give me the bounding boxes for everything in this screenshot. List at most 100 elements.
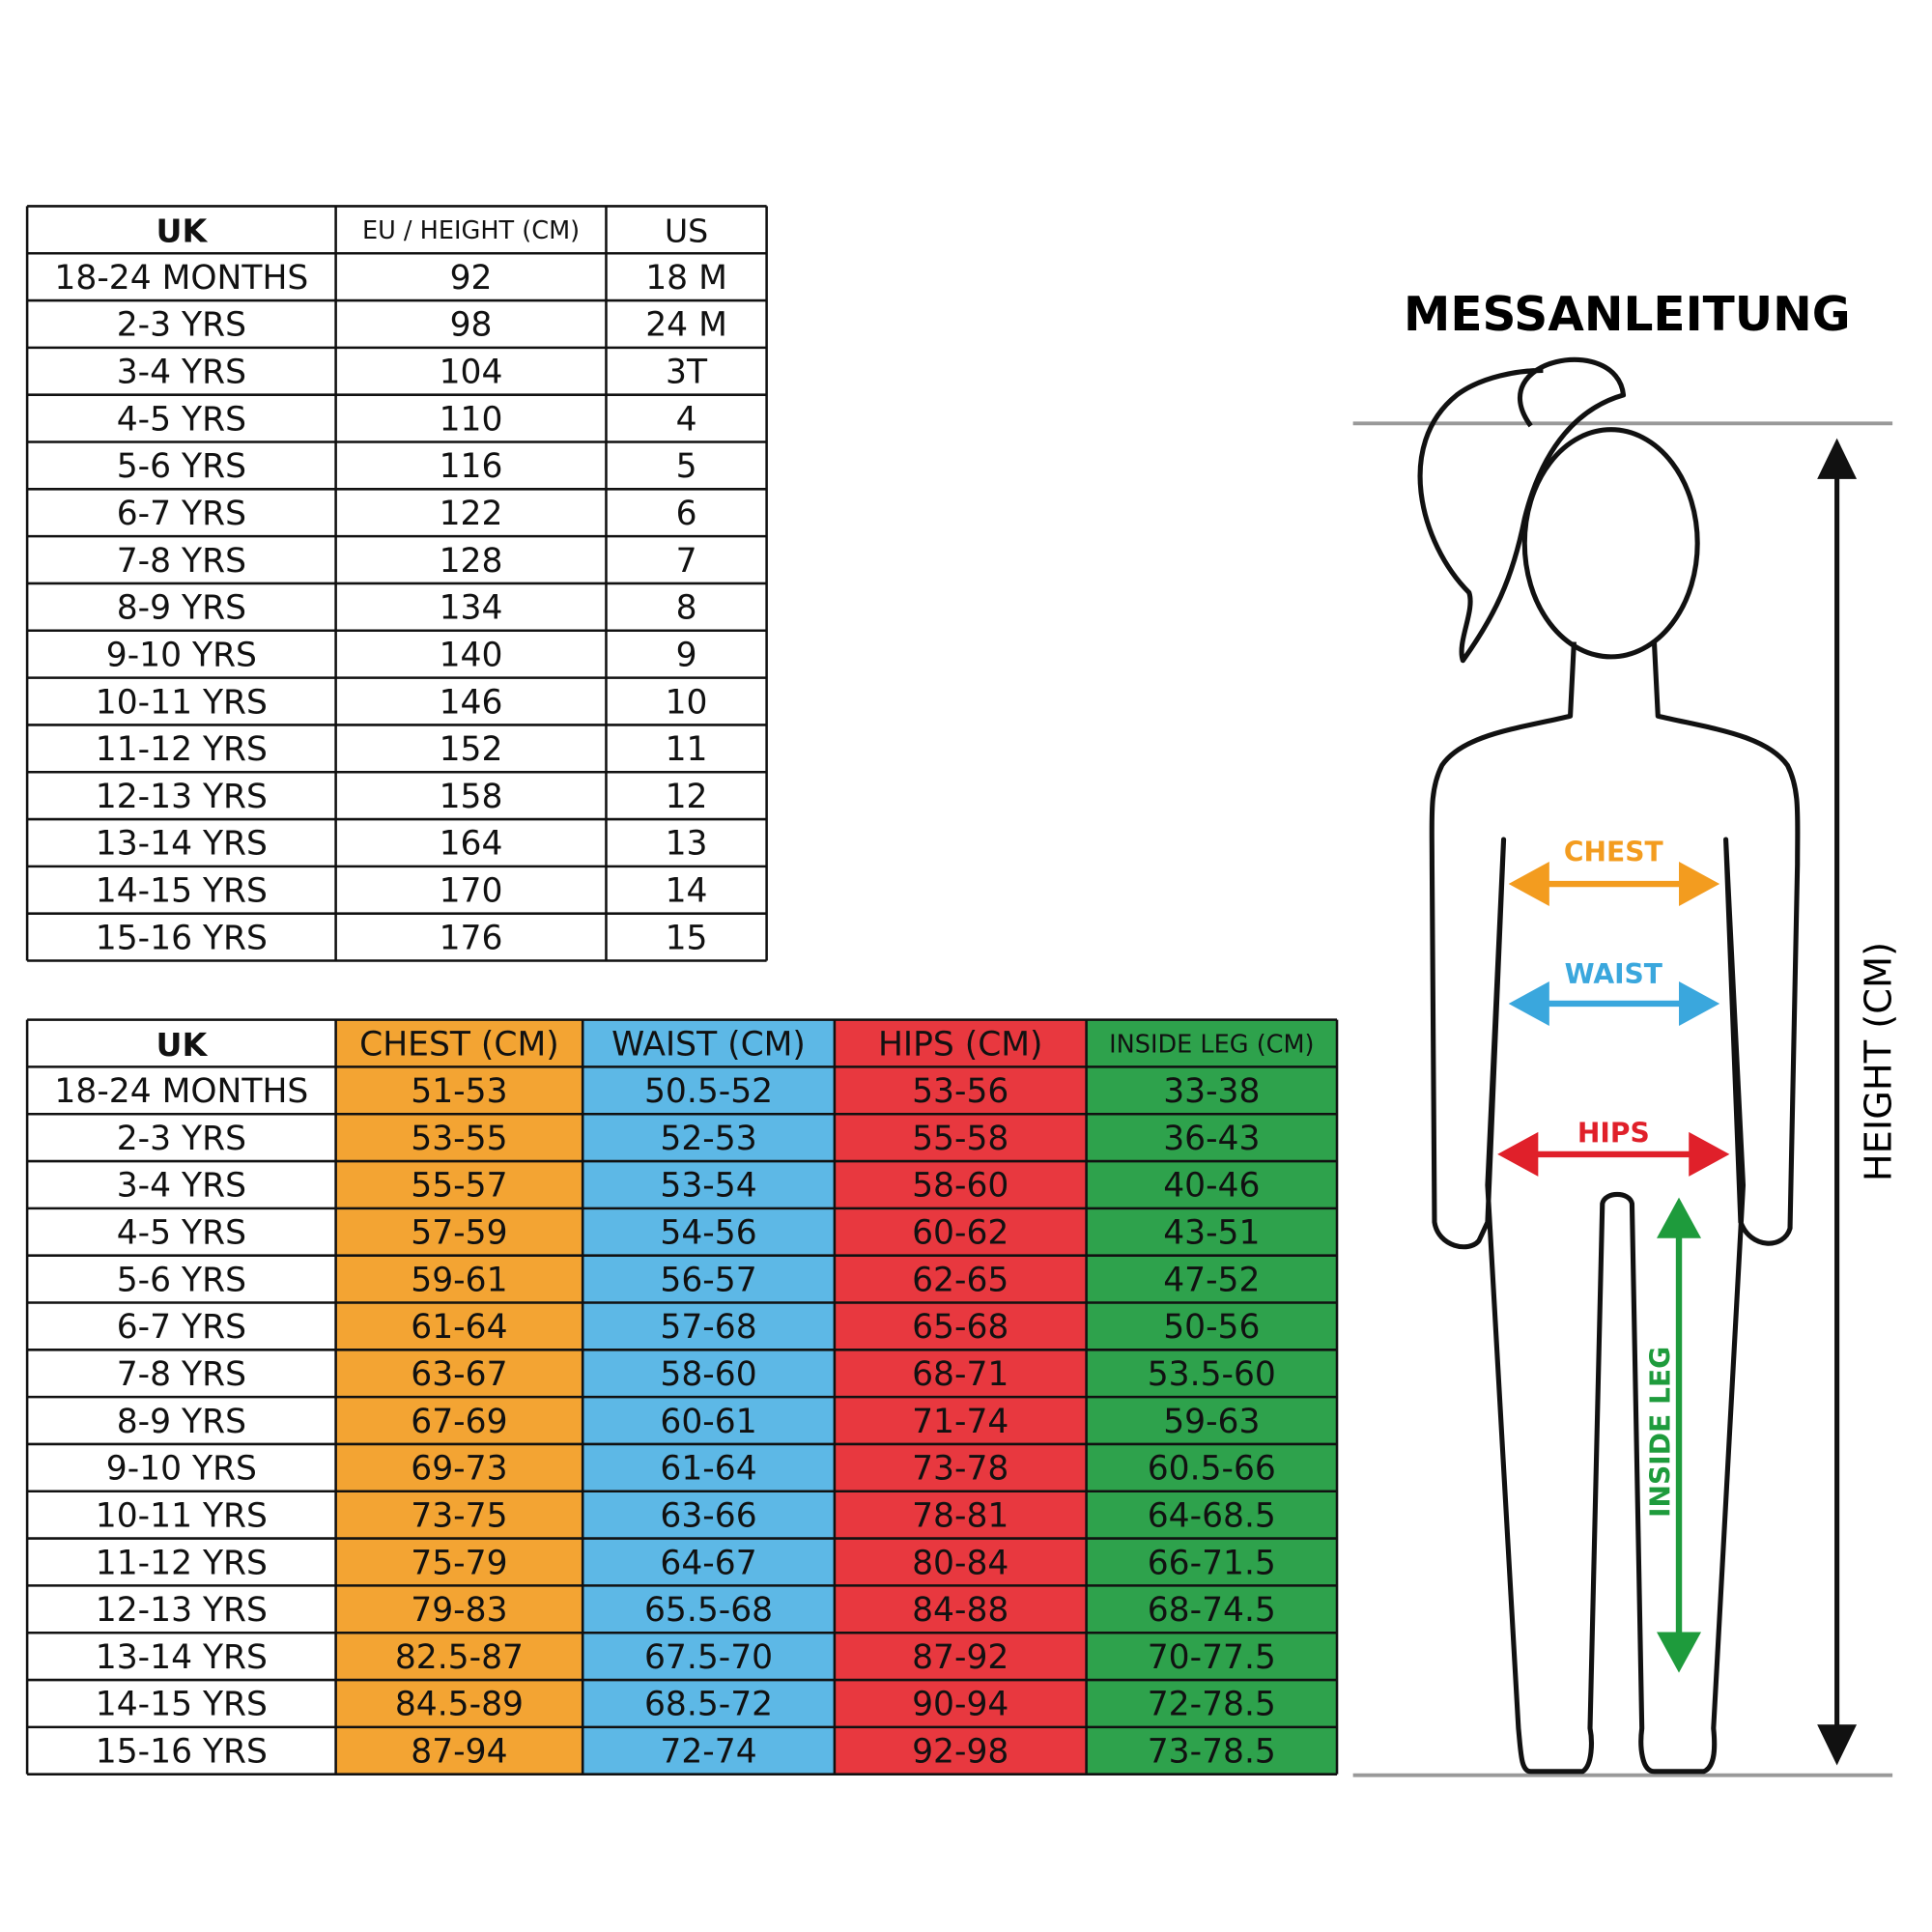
cell-bg bbox=[582, 1726, 835, 1775]
cell-bg bbox=[1086, 1302, 1338, 1350]
cell-bg bbox=[834, 1255, 1087, 1303]
cell-bg bbox=[335, 1680, 583, 1727]
table-cell: 87-92 bbox=[912, 1638, 1009, 1677]
table-cell: 78-81 bbox=[912, 1496, 1009, 1535]
chest-label: CHEST bbox=[1564, 836, 1664, 867]
table-cell: 53-54 bbox=[660, 1167, 756, 1206]
cell-bg bbox=[834, 1680, 1087, 1727]
table-cell: 18 M bbox=[645, 259, 727, 298]
table-cell: 10-11 YRS bbox=[96, 1496, 268, 1535]
table-cell: 60.5-66 bbox=[1148, 1450, 1276, 1489]
table-cell: 50-56 bbox=[1163, 1308, 1260, 1347]
cell-bg bbox=[582, 1114, 835, 1162]
cell-bg bbox=[1086, 1443, 1338, 1492]
table-cell: 60-61 bbox=[660, 1403, 756, 1441]
cell-bg bbox=[1086, 1114, 1338, 1162]
guide-title: MESSANLEITUNG bbox=[1404, 288, 1851, 342]
table-cell: 5-6 YRS bbox=[117, 447, 246, 486]
table-cell: 57-68 bbox=[660, 1308, 756, 1347]
cell-bg bbox=[335, 1302, 583, 1350]
cell-bg bbox=[834, 1443, 1087, 1492]
table-cell: 140 bbox=[440, 636, 503, 674]
cell-bg bbox=[1086, 1680, 1338, 1727]
table-cell: 54-56 bbox=[660, 1214, 756, 1253]
table-cell: 12-13 YRS bbox=[96, 1591, 268, 1630]
table-cell: 47-52 bbox=[1163, 1261, 1260, 1299]
hips-label: HIPS bbox=[1577, 1118, 1650, 1150]
table-cell: 14-15 YRS bbox=[96, 872, 268, 911]
table-cell: 70-77.5 bbox=[1148, 1638, 1276, 1677]
table-cell: 65-68 bbox=[912, 1308, 1009, 1347]
table-cell: 84.5-89 bbox=[395, 1686, 524, 1724]
table-cell: 4 bbox=[676, 400, 697, 439]
table-cell: 63-66 bbox=[660, 1496, 756, 1535]
cell-bg bbox=[834, 1633, 1087, 1681]
table-cell: 8-9 YRS bbox=[117, 589, 246, 628]
cell-bg bbox=[1086, 1726, 1338, 1775]
table-cell: 72-74 bbox=[660, 1733, 756, 1772]
table-cell: 116 bbox=[440, 447, 503, 486]
table-cell: 63-67 bbox=[411, 1355, 507, 1394]
cell-bg bbox=[834, 1302, 1087, 1350]
table-cell: 7-8 YRS bbox=[117, 542, 246, 581]
cell-bg bbox=[582, 1161, 835, 1208]
ponytail bbox=[1417, 356, 1627, 664]
cell-bg bbox=[335, 1208, 583, 1256]
cell-bg bbox=[1086, 1350, 1338, 1398]
table-cell: 55-58 bbox=[912, 1120, 1009, 1158]
table-cell: 146 bbox=[440, 683, 503, 722]
table-cell: 10 bbox=[666, 683, 708, 722]
cell-bg bbox=[335, 1114, 583, 1162]
table-cell: 40-46 bbox=[1163, 1167, 1260, 1206]
table-cell: 5-6 YRS bbox=[117, 1261, 246, 1299]
table-cell: 33-38 bbox=[1163, 1072, 1260, 1111]
table-cell: 13-14 YRS bbox=[96, 1638, 268, 1677]
head bbox=[1521, 427, 1700, 660]
height-arrow: HEIGHT (CM) bbox=[1817, 438, 1901, 1766]
cell-bg bbox=[335, 1397, 583, 1444]
table-cell: 3-4 YRS bbox=[117, 1167, 246, 1206]
cell-bg bbox=[834, 1066, 1087, 1115]
table-cell: 56-57 bbox=[660, 1261, 756, 1299]
table-cell: 14 bbox=[666, 872, 708, 911]
cell-bg bbox=[335, 1633, 583, 1681]
table-cell: 66-71.5 bbox=[1148, 1544, 1276, 1582]
header-cell: WAIST (CM) bbox=[611, 1025, 806, 1064]
inside-leg-label: INSIDE LEG bbox=[1644, 1347, 1676, 1518]
table-cell: 128 bbox=[440, 542, 503, 581]
cell-bg bbox=[335, 1019, 583, 1067]
table-cell: 92 bbox=[450, 259, 493, 298]
waist-arrow: WAIST bbox=[1508, 958, 1720, 1026]
table-cell: 152 bbox=[440, 730, 503, 769]
cell-bg bbox=[335, 1066, 583, 1115]
cell-bg bbox=[582, 1680, 835, 1727]
body bbox=[1429, 641, 1801, 1775]
table-cell: 6 bbox=[676, 495, 697, 533]
chest-arrow: CHEST bbox=[1508, 836, 1720, 907]
table-cell: 5 bbox=[676, 447, 697, 486]
table-cell: 7 bbox=[676, 542, 697, 581]
table-cell: 80-84 bbox=[912, 1544, 1009, 1582]
cell-bg bbox=[582, 1208, 835, 1256]
cell-bg bbox=[582, 1019, 835, 1067]
table-cell: 84-88 bbox=[912, 1591, 1009, 1630]
table-cell: 6-7 YRS bbox=[117, 495, 246, 533]
inside-leg-arrow: INSIDE LEG bbox=[1644, 1197, 1702, 1673]
measurement-table: UK CHEST (CM) WAIST (CM) HIPS (CM) INSIDE LE… bbox=[25, 1018, 1339, 1776]
header-cell: US bbox=[665, 213, 708, 250]
table-cell: 12 bbox=[666, 778, 708, 816]
cell-bg bbox=[834, 1538, 1087, 1586]
table-cell: 43-51 bbox=[1163, 1214, 1260, 1253]
cell-bg bbox=[335, 1726, 583, 1775]
table-cell: 59-61 bbox=[411, 1261, 507, 1299]
table-cell: 11-12 YRS bbox=[96, 1544, 268, 1582]
table-cell: 24 M bbox=[645, 306, 727, 345]
table-cell: 59-63 bbox=[1163, 1403, 1260, 1441]
table-cell: 51-53 bbox=[411, 1072, 507, 1111]
table-cell: 90-94 bbox=[912, 1686, 1009, 1724]
cell-bg bbox=[1086, 1585, 1338, 1634]
cell-bg bbox=[582, 1491, 835, 1539]
table-cell: 15-16 YRS bbox=[96, 1733, 268, 1772]
size-table: UK EU / HEIGHT (CM) US 18-24 MONTHS 92 18 M 2-… bbox=[25, 205, 768, 962]
